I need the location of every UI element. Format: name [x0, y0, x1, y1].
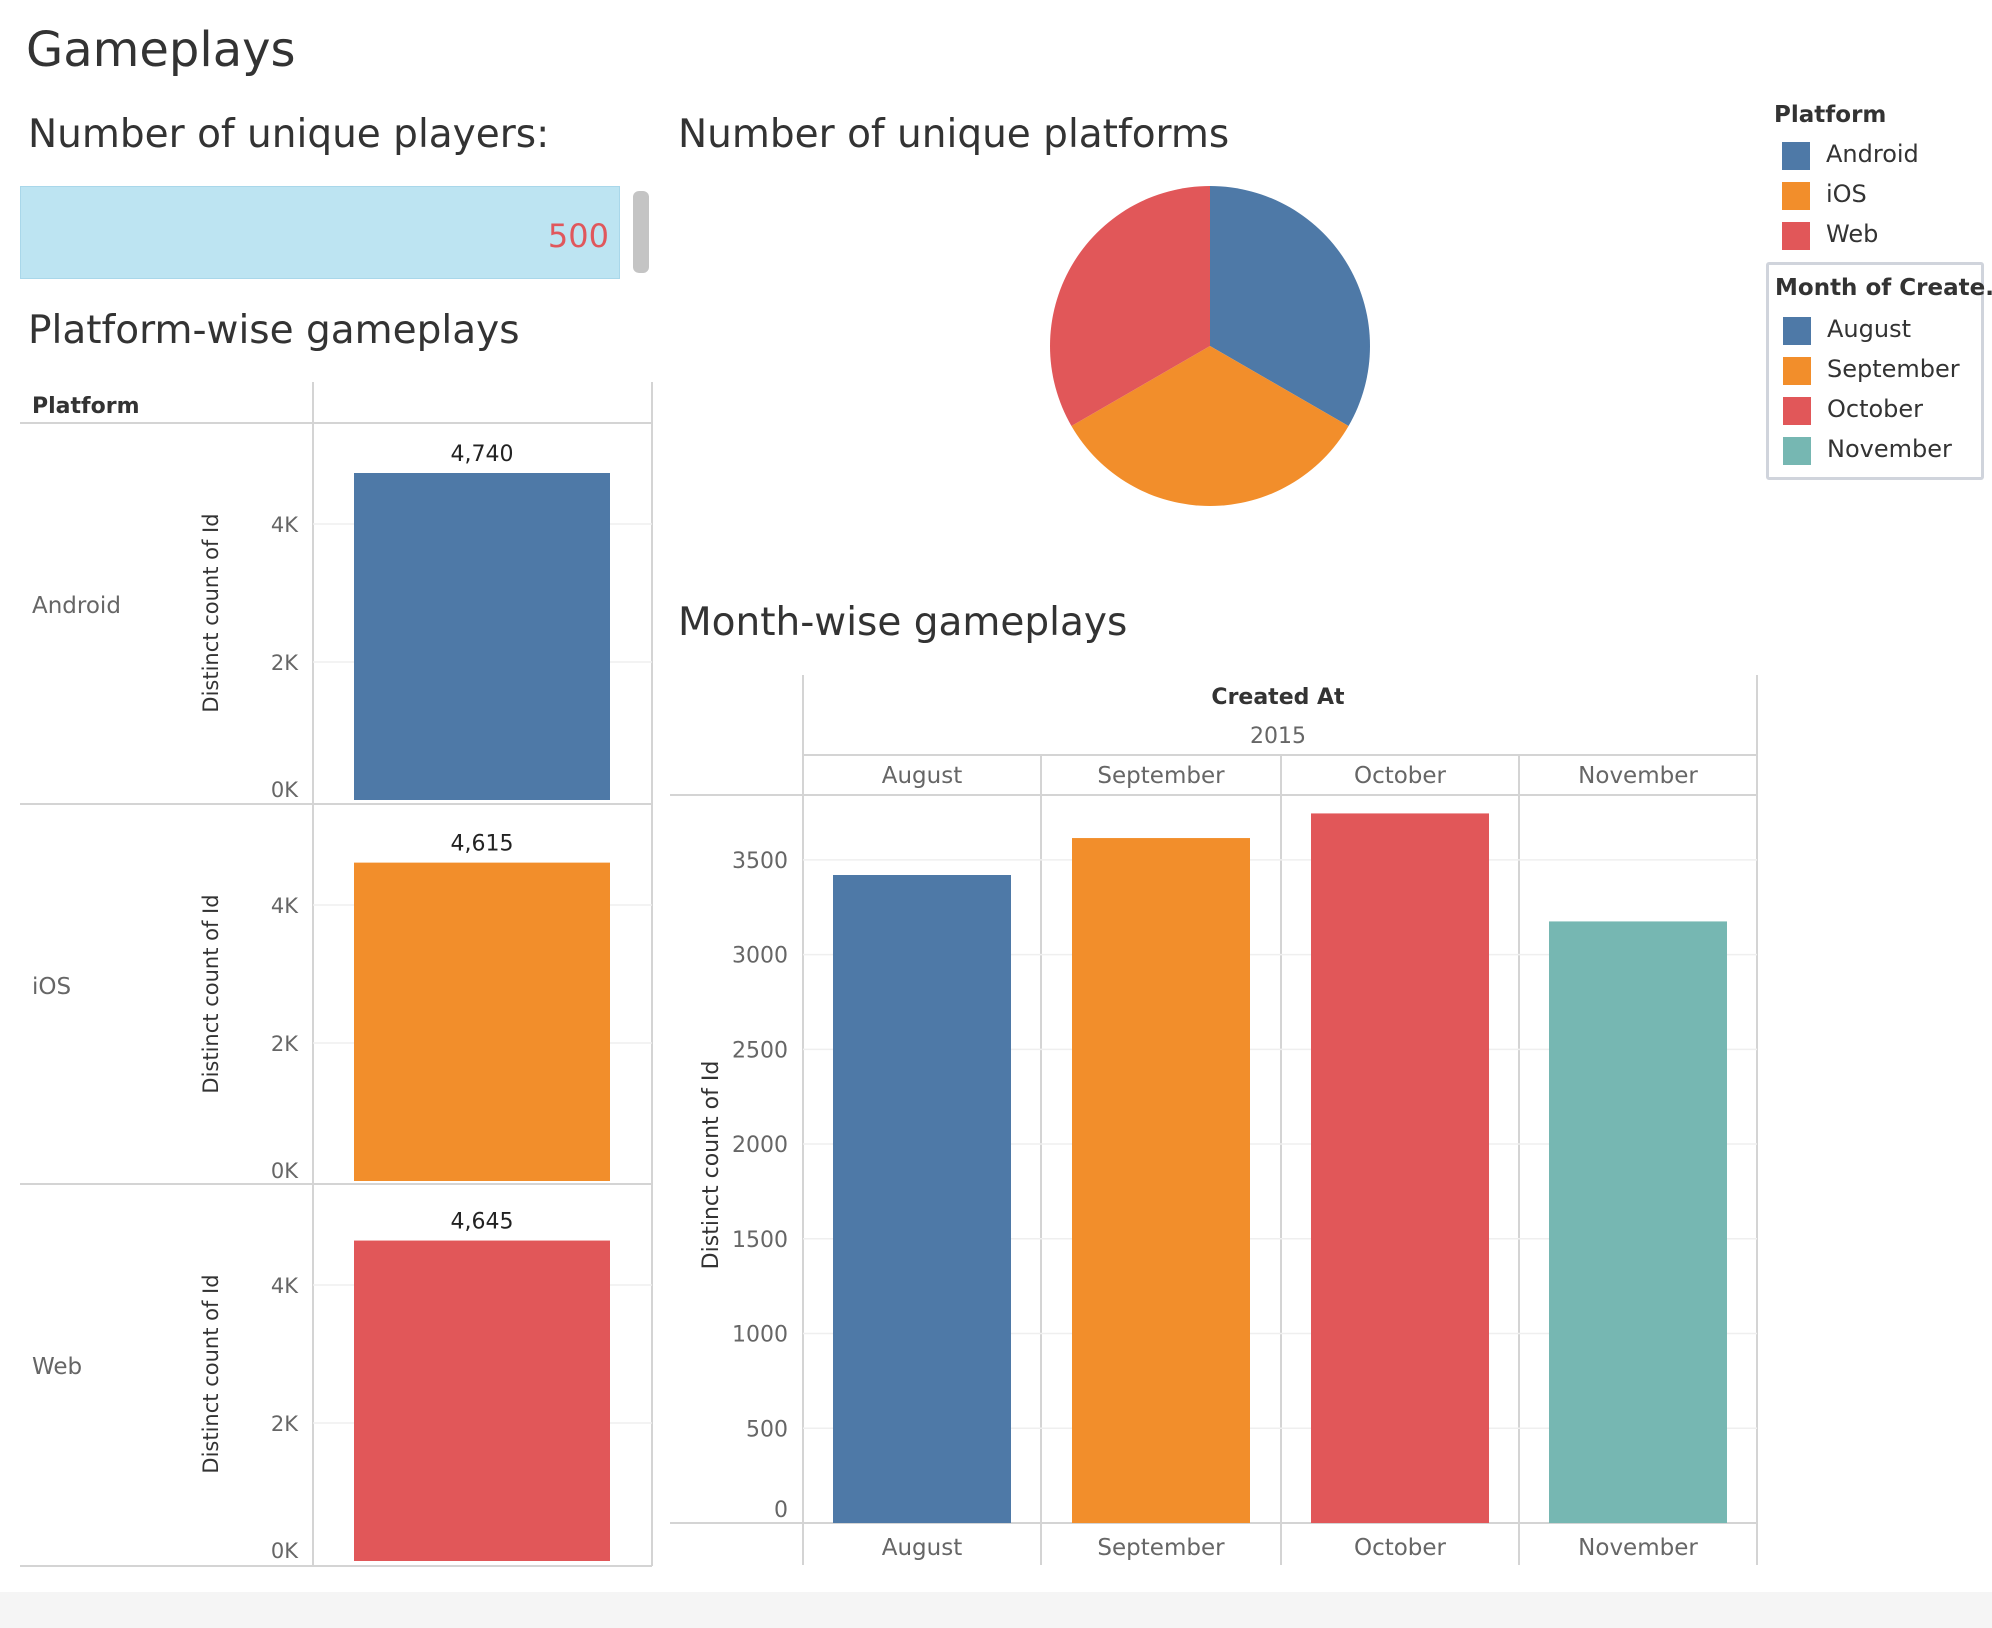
y-axis-title: Distinct count of Id — [699, 1061, 724, 1270]
y-tick-label: 3000 — [732, 944, 788, 969]
bar-web[interactable] — [354, 1240, 610, 1561]
platform-legend: Platform Android iOS Web — [1774, 102, 1984, 252]
y-tick-label: 2000 — [732, 1133, 788, 1158]
y-tick-label: 2K — [271, 651, 299, 675]
row-header-platform: Platform — [32, 394, 140, 419]
data-label-web: 4,645 — [451, 1210, 514, 1235]
legend-swatch-web — [1782, 222, 1810, 250]
x-tick-label-november: November — [1578, 1535, 1698, 1561]
column-header-november: November — [1578, 763, 1698, 789]
bar-android[interactable] — [354, 473, 610, 800]
data-label-ios: 4,615 — [451, 832, 514, 857]
legend-swatch-ios — [1782, 182, 1810, 210]
bar-november[interactable] — [1549, 921, 1727, 1523]
y-tick-label: 3500 — [732, 849, 788, 874]
y-tick-label: 1500 — [732, 1228, 788, 1253]
y-tick-label: 2500 — [732, 1038, 788, 1063]
legend-label-october: October — [1827, 395, 1924, 423]
header-year: 2015 — [1250, 724, 1306, 749]
legend-swatch-november — [1783, 437, 1811, 465]
legend-label-web: Web — [1826, 220, 1879, 248]
dashboard-title: Gameplays — [26, 22, 296, 78]
kpi-value: 500 — [547, 217, 609, 255]
pie-chart[interactable] — [1040, 180, 1380, 520]
bar-october[interactable] — [1311, 813, 1489, 1523]
bar-ios[interactable] — [354, 862, 610, 1181]
y-tick-label: 0K — [271, 1539, 299, 1563]
y-tick-label: 1000 — [732, 1323, 788, 1348]
column-header-august: August — [882, 763, 963, 789]
y-tick-label: 0K — [271, 778, 299, 802]
pie-slice-android[interactable] — [1210, 186, 1370, 426]
row-label-ios: iOS — [32, 974, 71, 1000]
y-tick-label: 2K — [271, 1032, 299, 1056]
kpi-box[interactable]: 500 — [20, 186, 620, 279]
platform-bars-title: Platform-wise gameplays — [28, 308, 520, 353]
row-label-android: Android — [32, 593, 121, 619]
data-label-android: 4,740 — [451, 442, 514, 467]
legend-swatch-october — [1783, 397, 1811, 425]
x-tick-label-september: September — [1097, 1535, 1225, 1561]
bar-september[interactable] — [1072, 838, 1250, 1523]
legend-label-android: Android — [1826, 140, 1919, 168]
pie-slice-ios[interactable] — [1071, 346, 1349, 506]
legend-swatch-september — [1783, 357, 1811, 385]
pie-slice-web[interactable] — [1050, 186, 1210, 426]
column-header-september: September — [1097, 763, 1225, 789]
month-bars-title: Month-wise gameplays — [678, 600, 1128, 645]
legend-label-ios: iOS — [1826, 180, 1867, 208]
column-header-october: October — [1354, 763, 1447, 789]
y-tick-label: 0 — [774, 1498, 788, 1523]
y-tick-label: 4K — [271, 894, 299, 918]
bar-august[interactable] — [833, 875, 1011, 1523]
legend-swatch-android — [1782, 142, 1810, 170]
bottom-status-bar — [0, 1592, 1992, 1628]
legend-label-september: September — [1827, 355, 1960, 383]
y-tick-label: 4K — [271, 513, 299, 537]
y-tick-label: 2K — [271, 1412, 299, 1436]
y-axis-title: Distinct count of Id — [199, 1274, 223, 1473]
month-bar-chart: Created At 2015 0 500 1000 1500 2000 2500 3000… — [670, 675, 1758, 1565]
y-tick-label: 4K — [271, 1274, 299, 1298]
platform-legend-title: Platform — [1774, 102, 1887, 128]
x-tick-label-october: October — [1354, 1535, 1447, 1561]
y-tick-label: 500 — [746, 1417, 788, 1442]
legend-label-august: August — [1827, 315, 1911, 343]
row-label-web: Web — [32, 1354, 82, 1380]
platform-bar-chart: Platform 0K 2K 4K Distinct count of Id Andro… — [20, 382, 653, 1567]
x-tick-label-august: August — [882, 1535, 963, 1561]
kpi-scrollbar[interactable] — [633, 191, 649, 273]
legend-swatch-august — [1783, 317, 1811, 345]
month-legend-title: Month of Create.. — [1775, 275, 1992, 301]
kpi-title: Number of unique players: — [28, 112, 550, 157]
pie-title: Number of unique platforms — [678, 112, 1230, 157]
header-created-at: Created At — [1211, 685, 1345, 710]
month-legend[interactable]: Month of Create.. August September Octob… — [1766, 262, 1992, 480]
y-tick-label: 0K — [271, 1159, 299, 1183]
y-axis-title: Distinct count of Id — [199, 894, 223, 1093]
legend-label-november: November — [1827, 435, 1952, 463]
y-axis-title: Distinct count of Id — [199, 513, 223, 712]
